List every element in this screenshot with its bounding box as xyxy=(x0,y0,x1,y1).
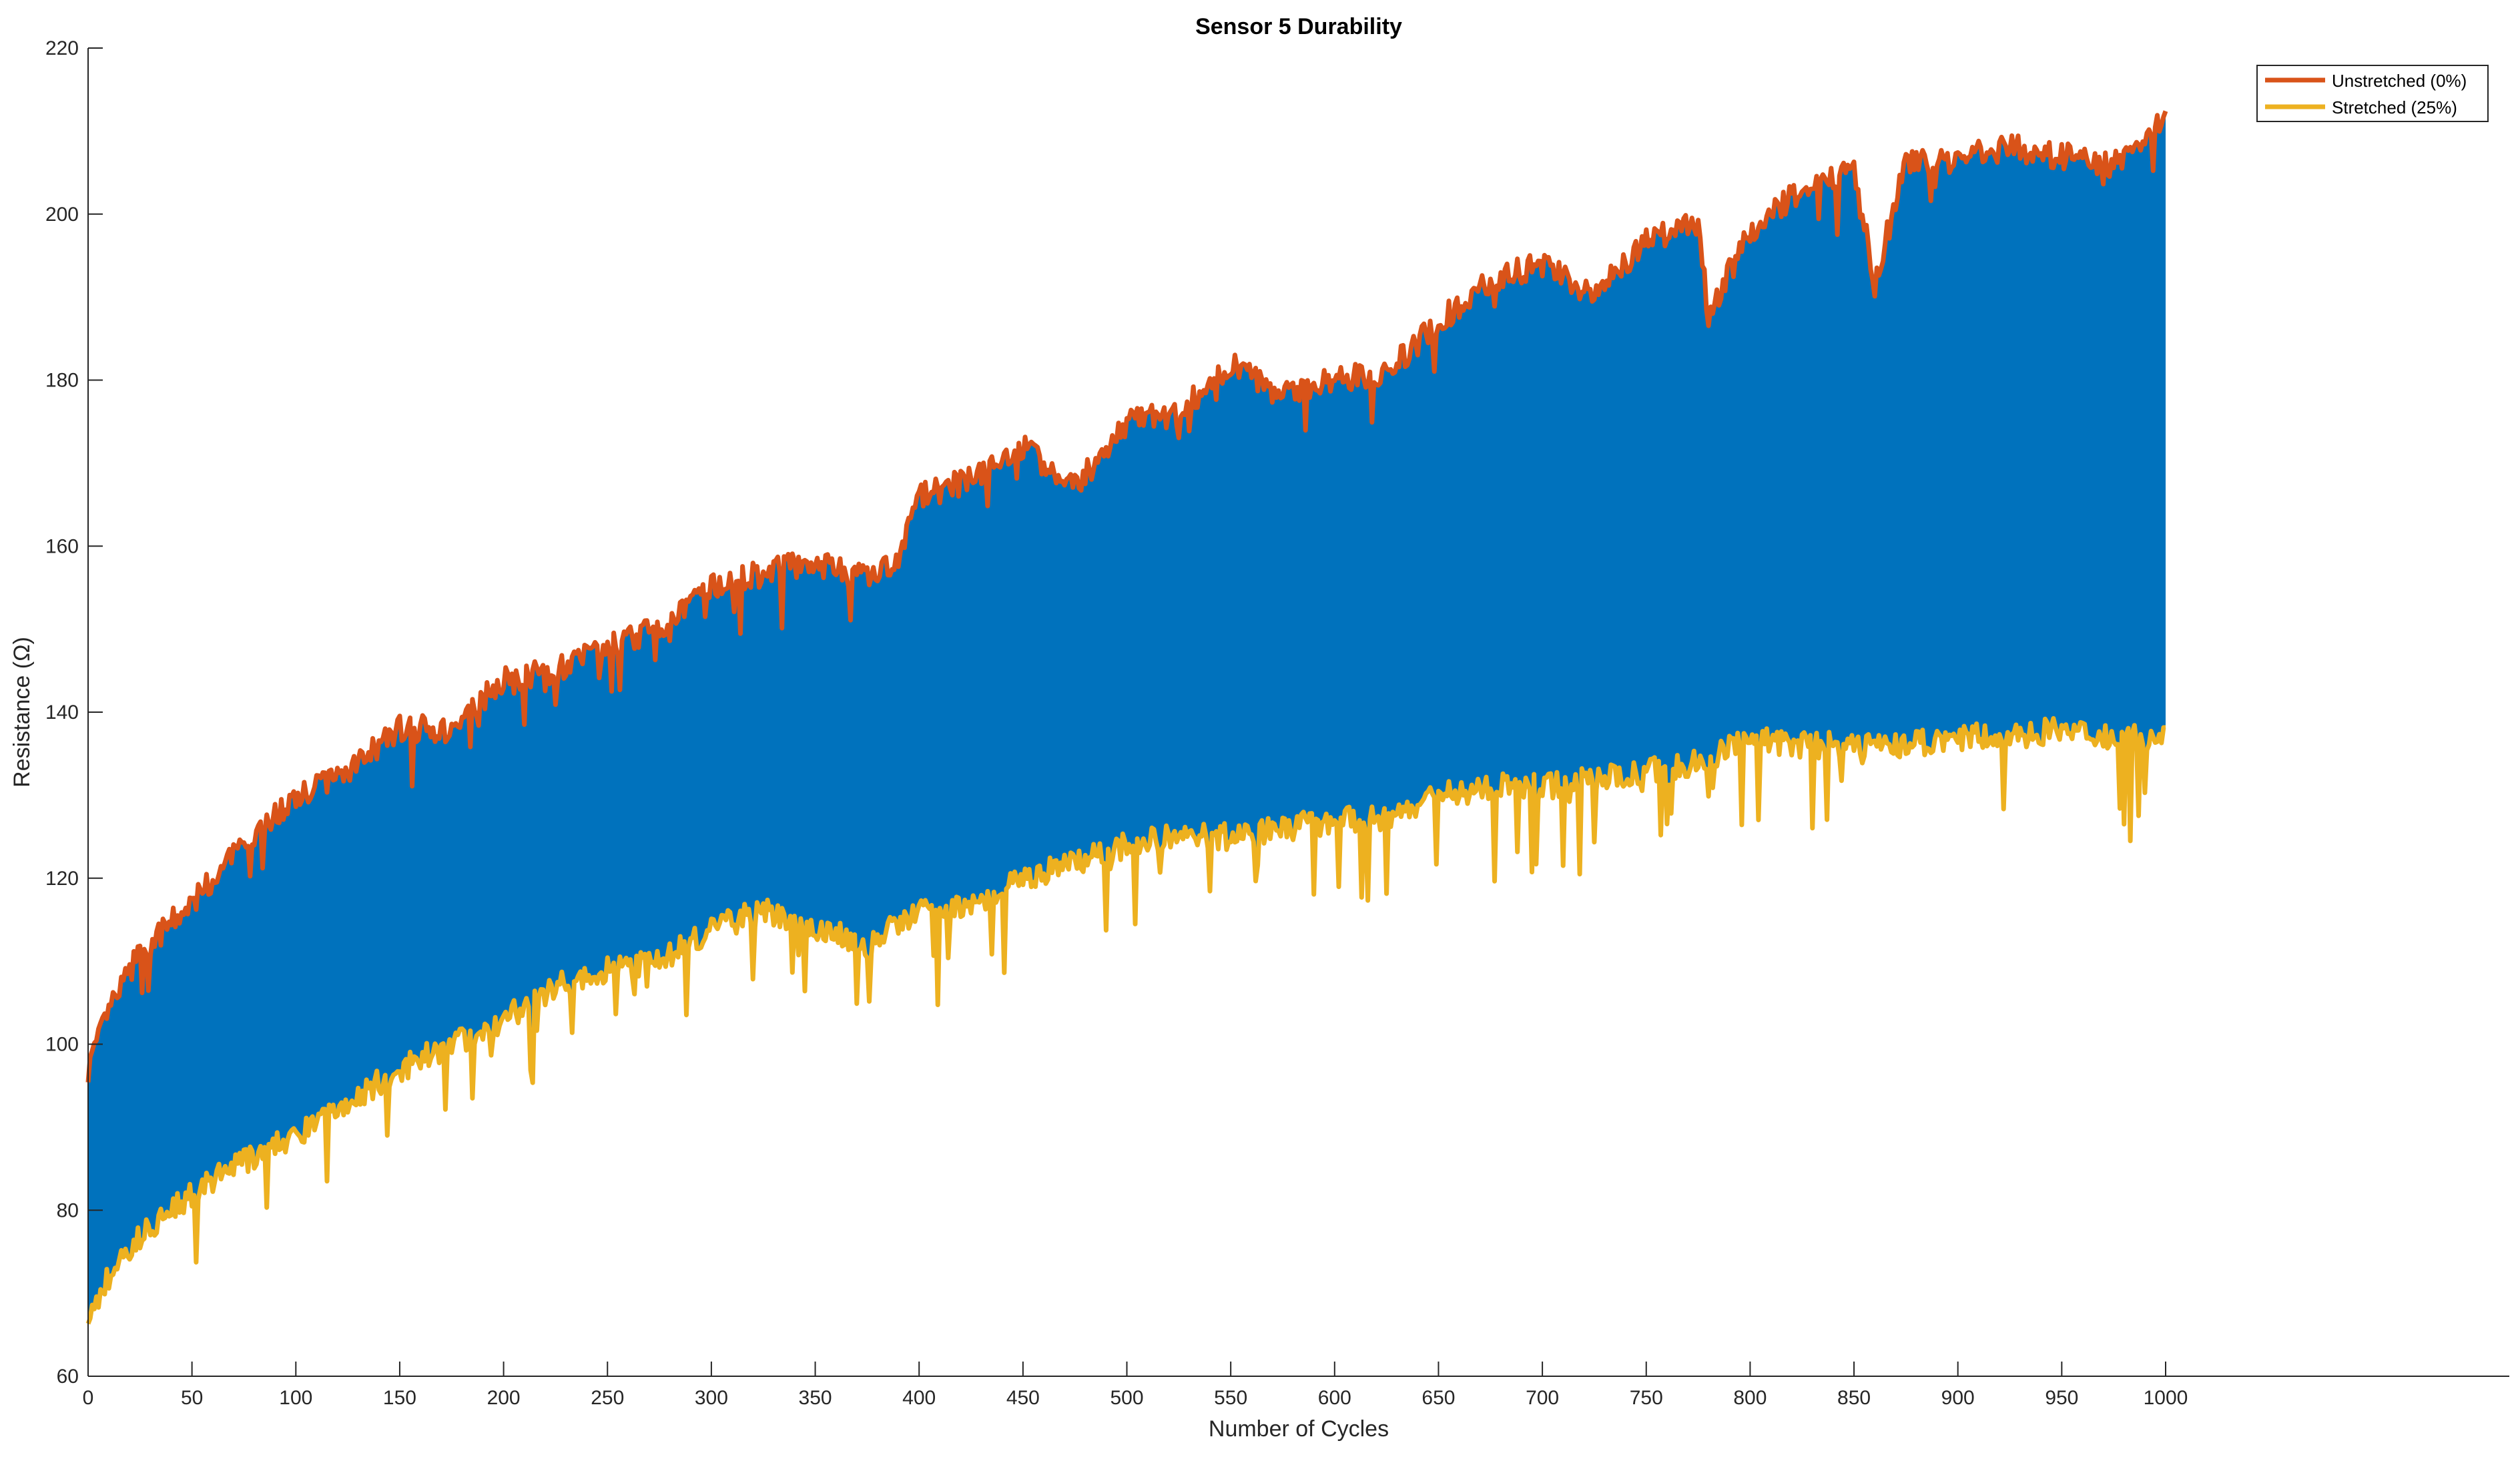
y-tick-label: 200 xyxy=(45,204,79,226)
x-axis-label: Number of Cycles xyxy=(1209,1416,1389,1442)
plot-area xyxy=(85,110,2168,1325)
axes: 0 50 100 150 200 250 300 350 400 450 500 550 600 650 7… xyxy=(45,37,2509,1409)
x-tick-label: 1000 xyxy=(2144,1387,2188,1409)
legend-label-unstretched: Unstretched (0%) xyxy=(2332,71,2467,91)
x-tick-label: 450 xyxy=(1006,1387,1040,1409)
x-tick-label: 50 xyxy=(181,1387,203,1409)
legend-label-stretched: Stretched (25%) xyxy=(2332,97,2457,117)
x-tick-label: 300 xyxy=(695,1387,728,1409)
x-tick-label: 150 xyxy=(383,1387,416,1409)
legend-box xyxy=(2256,65,2489,122)
y-tick-label: 120 xyxy=(45,868,79,890)
y-ticks: 60 80 100 120 140 160 180 200 220 xyxy=(45,37,103,1388)
x-tick-label: 350 xyxy=(799,1387,832,1409)
y-tick-label: 140 xyxy=(45,701,79,723)
x-tick-label: 250 xyxy=(591,1387,624,1409)
x-tick-label: 550 xyxy=(1214,1387,1247,1409)
legend: Unstretched (0%) Stretched (25%) xyxy=(2256,65,2489,122)
x-ticks: 0 50 100 150 200 250 300 350 400 450 500 550 600 650 7… xyxy=(83,1362,2188,1409)
x-tick-label: 600 xyxy=(1318,1387,1351,1409)
x-tick-label: 500 xyxy=(1110,1387,1143,1409)
x-tick-label: 200 xyxy=(487,1387,521,1409)
series-line-stretched xyxy=(85,715,2166,1325)
y-tick-label: 60 xyxy=(57,1366,79,1388)
x-tick-label: 100 xyxy=(279,1387,312,1409)
y-tick-label: 180 xyxy=(45,370,79,392)
y-axis-label: Resistance (Ω) xyxy=(9,637,35,788)
resistance-band xyxy=(88,111,2166,1324)
x-tick-label: 700 xyxy=(1526,1387,1559,1409)
x-tick-label: 950 xyxy=(2045,1387,2078,1409)
y-tick-label: 160 xyxy=(45,535,79,557)
x-tick-label: 900 xyxy=(1941,1387,1975,1409)
x-tick-label: 0 xyxy=(83,1387,94,1409)
x-tick-label: 750 xyxy=(1630,1387,1663,1409)
x-tick-label: 850 xyxy=(1837,1387,1871,1409)
y-tick-label: 80 xyxy=(57,1199,79,1221)
x-tick-label: 400 xyxy=(902,1387,936,1409)
y-tick-label: 220 xyxy=(45,37,79,59)
series-line-unstretched xyxy=(85,110,2168,1083)
x-tick-label: 800 xyxy=(1733,1387,1767,1409)
y-tick-label: 100 xyxy=(45,1034,79,1056)
x-tick-label: 650 xyxy=(1422,1387,1455,1409)
chart-title: Sensor 5 Durability xyxy=(1195,14,1402,39)
